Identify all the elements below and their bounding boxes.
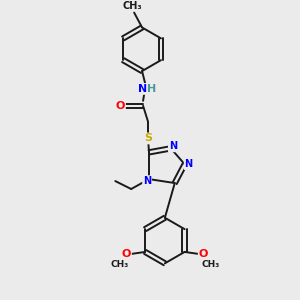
Text: H: H <box>147 84 157 94</box>
Text: CH₃: CH₃ <box>110 260 128 269</box>
Text: CH₃: CH₃ <box>122 1 142 11</box>
Text: O: O <box>199 249 208 259</box>
Text: O: O <box>122 249 131 259</box>
Text: N: N <box>138 84 148 94</box>
Text: S: S <box>144 134 152 143</box>
Text: N: N <box>184 159 193 169</box>
Text: N: N <box>169 141 177 152</box>
Text: N: N <box>143 176 151 186</box>
Text: O: O <box>116 101 125 111</box>
Text: CH₃: CH₃ <box>201 260 220 269</box>
